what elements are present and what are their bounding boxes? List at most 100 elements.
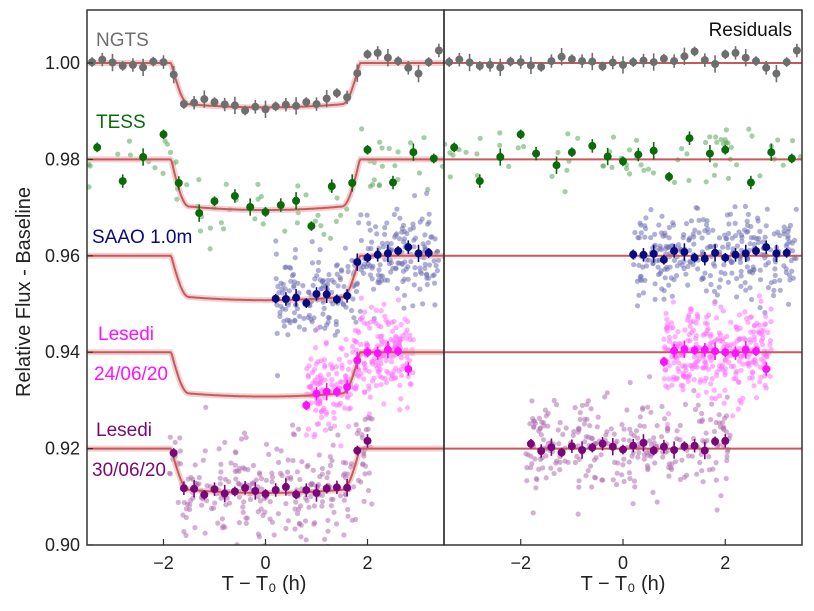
raw-point	[717, 277, 724, 283]
raw-point	[694, 471, 700, 477]
raw-point	[542, 407, 549, 413]
raw-point	[699, 235, 705, 241]
raw-point	[336, 356, 342, 362]
binned-point	[327, 182, 336, 191]
binned-point	[588, 141, 597, 150]
raw-point	[379, 145, 385, 151]
raw-point	[371, 318, 377, 324]
binned-point	[230, 487, 239, 496]
raw-point	[321, 283, 327, 289]
raw-point	[708, 341, 714, 347]
raw-point	[366, 369, 372, 375]
raw-point	[317, 247, 323, 253]
raw-point	[756, 293, 763, 299]
raw-point	[654, 258, 661, 264]
raw-point	[724, 235, 730, 242]
raw-point	[357, 308, 363, 314]
dataset-label: TESS	[96, 112, 146, 133]
raw-point	[334, 328, 341, 334]
raw-point	[405, 276, 411, 282]
raw-point	[331, 509, 337, 515]
raw-point	[746, 269, 753, 275]
raw-point	[662, 233, 668, 239]
binned-point	[547, 443, 556, 452]
raw-point	[343, 352, 350, 358]
raw-point	[775, 229, 781, 235]
raw-point	[425, 240, 431, 246]
x-axis-labels: T − T₀ (h) T − T₀ (h)	[222, 573, 666, 595]
raw-point	[545, 423, 551, 429]
raw-point	[243, 520, 249, 527]
raw-point	[664, 421, 671, 427]
raw-point	[709, 376, 715, 382]
raw-point	[662, 344, 668, 350]
raw-point	[703, 179, 709, 185]
raw-point	[738, 283, 744, 289]
binned-point	[343, 291, 352, 300]
raw-point	[719, 420, 726, 426]
binned-point	[281, 100, 290, 109]
raw-point	[765, 329, 771, 335]
binned-point	[752, 347, 760, 356]
raw-point	[739, 234, 745, 240]
raw-point	[638, 230, 644, 236]
binned-point	[302, 486, 311, 495]
raw-point	[728, 319, 734, 325]
binned-point	[721, 145, 730, 154]
raw-point	[227, 500, 233, 506]
binned-point	[383, 53, 392, 62]
raw-point	[342, 405, 348, 411]
raw-point	[323, 339, 329, 345]
raw-point	[654, 423, 660, 429]
raw-point	[313, 407, 319, 413]
raw-point	[356, 220, 362, 226]
raw-point	[166, 470, 173, 476]
raw-point	[736, 358, 743, 364]
raw-point	[751, 383, 757, 389]
raw-point	[700, 275, 706, 281]
binned-point	[588, 443, 597, 452]
raw-point	[648, 207, 654, 213]
raw-point	[241, 430, 248, 436]
raw-point	[636, 450, 642, 456]
raw-point	[675, 329, 681, 335]
raw-point	[714, 369, 720, 375]
raw-point	[305, 372, 311, 378]
binned-point	[312, 100, 321, 109]
raw-point	[721, 400, 727, 406]
raw-point	[323, 411, 329, 417]
raw-point	[681, 265, 687, 272]
y-tick-label: 0.92	[45, 439, 80, 459]
binned-point	[741, 53, 750, 62]
binned-point	[752, 57, 760, 66]
raw-point	[377, 139, 383, 145]
raw-point	[477, 135, 483, 141]
raw-point	[645, 465, 651, 471]
raw-point	[306, 312, 312, 318]
raw-point	[763, 353, 769, 359]
raw-point	[285, 518, 291, 524]
raw-point	[583, 434, 589, 440]
raw-point	[361, 376, 367, 382]
raw-point	[306, 289, 312, 295]
raw-point	[294, 510, 301, 517]
raw-point	[331, 423, 338, 429]
raw-point	[274, 373, 281, 379]
raw-point	[236, 494, 243, 500]
raw-point	[424, 190, 430, 196]
raw-point	[354, 430, 360, 436]
x-tick-label: −2	[510, 553, 531, 573]
raw-point	[393, 365, 399, 371]
raw-point	[303, 192, 309, 198]
binned-point	[578, 57, 587, 66]
raw-point	[365, 342, 371, 348]
raw-point	[636, 292, 642, 298]
raw-point	[610, 477, 616, 483]
binned-point	[608, 442, 617, 451]
binned-point	[246, 203, 255, 211]
raw-point	[663, 243, 669, 249]
binned-point	[343, 383, 352, 391]
raw-point	[325, 314, 331, 321]
binned-point	[220, 100, 229, 109]
binned-point	[782, 248, 791, 257]
